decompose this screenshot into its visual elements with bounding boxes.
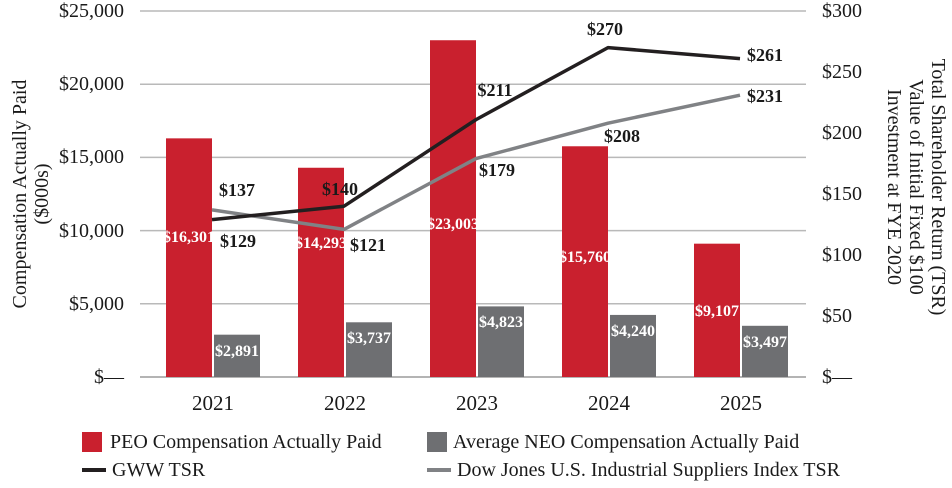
left-axis-title-line2: ($000s) <box>31 163 53 225</box>
peo-bar <box>562 146 608 377</box>
peo-bar-value-label: $23,003 <box>427 216 479 233</box>
x-axis-label: 2023 <box>456 391 498 415</box>
right-axis-tick: $150 <box>822 183 862 205</box>
right-axis-tick: $— <box>822 366 852 388</box>
dj-tsr-line-value-label: $121 <box>350 234 386 255</box>
x-axis-label: 2022 <box>324 391 366 415</box>
right-axis-tick: $200 <box>822 122 862 144</box>
neo-bar-swatch-icon <box>427 432 447 452</box>
peo-bar-value-label: $14,293 <box>295 235 347 252</box>
right-axis-tick: $100 <box>822 244 862 266</box>
peo-bar <box>166 138 212 377</box>
left-axis-tick: $15,000 <box>59 146 124 169</box>
left-axis-title: Compensation Actually Paid ($000s) <box>9 80 53 309</box>
x-axis-label: 2024 <box>588 391 630 415</box>
left-axis-tick: $20,000 <box>59 73 124 96</box>
right-axis-tick: $250 <box>822 61 862 83</box>
right-axis-tick: $300 <box>822 0 862 22</box>
peo-bar <box>430 40 476 377</box>
right-axis-title-line2: Value of Initial Fixed $100 <box>905 79 927 295</box>
legend-label-neo: Average NEO Compensation Actually Paid <box>453 431 800 453</box>
peo-bar-value-label: $9,107 <box>695 303 739 320</box>
neo-bar-value-label: $3,737 <box>347 330 391 348</box>
peo-bar-swatch-icon <box>82 432 102 452</box>
peo-bar <box>298 167 344 377</box>
neo-bar <box>346 322 392 377</box>
neo-bar-value-label: $3,497 <box>743 333 787 351</box>
neo-bar <box>610 314 656 377</box>
legend-label-dj: Dow Jones U.S. Industrial Suppliers Inde… <box>457 459 840 481</box>
neo-bar <box>214 334 260 377</box>
left-axis-tick: $25,000 <box>59 0 124 22</box>
neo-bar <box>478 306 524 377</box>
gww-tsr-line-value-label: $270 <box>587 19 623 40</box>
gww-tsr-line <box>211 45 741 222</box>
peo-bar-value-label: $16,301 <box>163 229 215 246</box>
gww-tsr-line-value-label: $140 <box>322 178 358 199</box>
dj-tsr-line-swatch-icon <box>427 468 451 472</box>
peo-bar-value-label: $15,760 <box>559 249 611 266</box>
right-axis-title: Total Shareholder Return (TSR) Value of … <box>883 59 949 316</box>
dj-tsr-line-value-label: $179 <box>479 160 515 181</box>
dj-tsr-line-value-label: $231 <box>747 85 783 106</box>
gww-tsr-line-swatch-icon <box>82 468 106 472</box>
left-axis-title-line1: Compensation Actually Paid <box>9 79 31 309</box>
peo-bar <box>694 243 740 377</box>
neo-bar <box>742 325 788 377</box>
neo-bar-value-label: $4,823 <box>479 314 523 332</box>
left-axis-tick: $10,000 <box>59 219 124 242</box>
legend-label-gww: GWW TSR <box>112 459 206 481</box>
right-axis-tick: $50 <box>822 305 852 327</box>
legend-label-peo: PEO Compensation Actually Paid <box>110 431 382 453</box>
dj-tsr-line <box>211 93 741 232</box>
gww-tsr-line-value-label: $129 <box>220 231 256 252</box>
left-axis-tick: $5,000 <box>69 292 124 315</box>
right-axis-title-line3: Investment at FYE 2020 <box>883 88 905 286</box>
x-axis-label: 2025 <box>720 391 762 415</box>
x-axis-label: 2021 <box>192 391 234 415</box>
dj-tsr-line-value-label: $137 <box>219 180 255 201</box>
gww-tsr-line-value-label: $211 <box>477 80 513 101</box>
neo-bar-value-label: $4,240 <box>611 322 655 340</box>
dj-tsr-line-value-label: $208 <box>604 125 640 146</box>
gww-tsr-line-value-label: $261 <box>747 45 783 66</box>
left-axis-tick: $— <box>94 366 124 388</box>
neo-bar-value-label: $2,891 <box>215 342 259 360</box>
right-axis-title-line1: Total Shareholder Return (TSR) <box>927 58 949 316</box>
